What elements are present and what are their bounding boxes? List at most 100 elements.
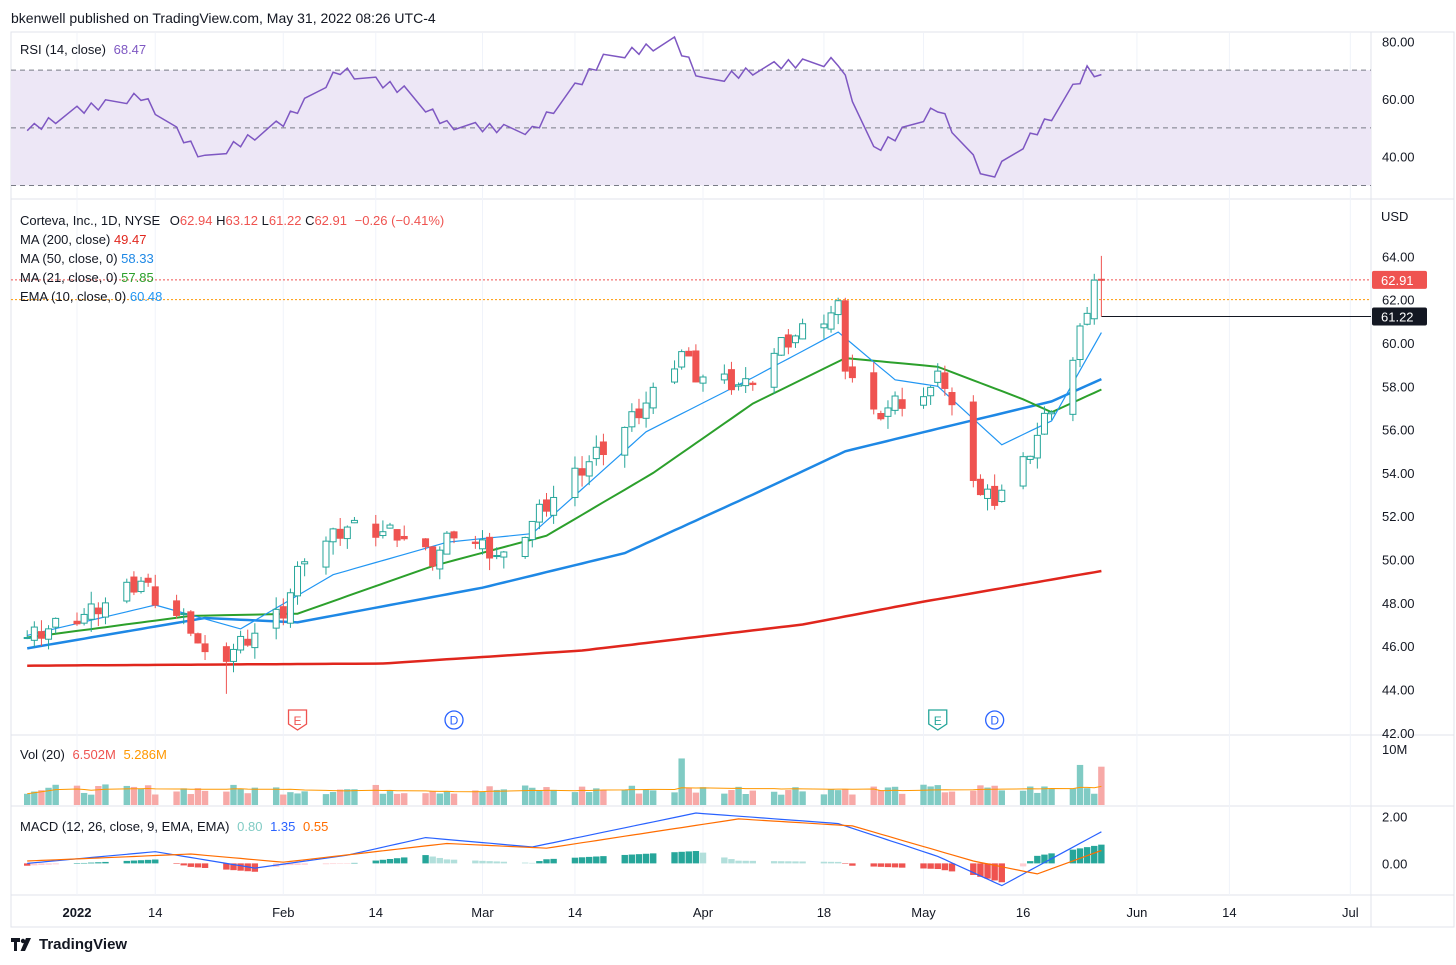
candle[interactable] xyxy=(1097,255,1105,317)
candle[interactable] xyxy=(279,598,287,626)
candle[interactable] xyxy=(187,610,195,637)
dividend-circle-icon[interactable]: D xyxy=(444,710,464,730)
candle[interactable] xyxy=(222,642,230,694)
candle[interactable] xyxy=(941,365,949,396)
candle[interactable] xyxy=(244,629,252,647)
candle[interactable] xyxy=(237,630,245,654)
candle[interactable] xyxy=(671,360,679,385)
rsi-legend[interactable]: RSI (14, close) 68.47 xyxy=(20,40,146,59)
candle[interactable] xyxy=(329,527,337,555)
candle[interactable] xyxy=(749,381,757,391)
candle[interactable] xyxy=(799,318,807,340)
candle[interactable] xyxy=(735,382,743,391)
candle[interactable] xyxy=(1090,273,1098,325)
volume-legend[interactable]: Vol (20) 6.502M 5.286M xyxy=(20,745,167,764)
candle[interactable] xyxy=(571,456,579,507)
candle[interactable] xyxy=(599,433,607,466)
price-legend[interactable]: Corteva, Inc., 1D, NYSE O62.94 H63.12 L6… xyxy=(20,211,444,306)
low-price-label[interactable]: 61.22 xyxy=(1372,307,1427,326)
candle[interactable] xyxy=(727,361,735,395)
candle[interactable] xyxy=(180,608,188,625)
candle[interactable] xyxy=(500,550,508,569)
candle[interactable] xyxy=(1019,452,1027,490)
candle[interactable] xyxy=(1026,455,1034,465)
earnings-flag-icon[interactable]: E xyxy=(928,709,948,731)
candle[interactable] xyxy=(891,391,899,415)
candle[interactable] xyxy=(898,387,906,417)
candle[interactable] xyxy=(920,387,928,409)
candle[interactable] xyxy=(1069,357,1077,422)
candle[interactable] xyxy=(379,520,387,539)
candle[interactable] xyxy=(578,456,586,487)
candle[interactable] xyxy=(478,530,486,555)
dividend-circle-icon[interactable]: D xyxy=(985,710,1005,730)
candle[interactable] xyxy=(521,536,529,559)
earnings-flag-icon[interactable]: E xyxy=(287,709,308,731)
time-axis[interactable]: 2022 14 Feb 14 Mar 14 Apr 18 May 16 Jun 14 Jul xyxy=(63,905,1359,920)
candle[interactable] xyxy=(194,632,202,644)
candle[interactable] xyxy=(422,538,430,551)
candle[interactable] xyxy=(30,621,38,647)
candle[interactable] xyxy=(94,602,102,627)
candle[interactable] xyxy=(1083,306,1091,326)
candle[interactable] xyxy=(443,531,451,555)
price-axis[interactable]: 80.00 60.00 40.00 64.00 62.00 60.00 58.00 56.00… xyxy=(1372,34,1427,871)
candle[interactable] xyxy=(1033,422,1041,469)
candle[interactable] xyxy=(493,547,501,560)
candle[interactable] xyxy=(400,525,408,541)
candle[interactable] xyxy=(322,536,330,575)
ma50-legend[interactable]: MA (50, close, 0) 58.33 xyxy=(20,249,444,268)
candle[interactable] xyxy=(52,617,60,634)
candle[interactable] xyxy=(834,297,842,325)
candle[interactable] xyxy=(550,485,558,524)
candle[interactable] xyxy=(791,334,799,348)
candle[interactable] xyxy=(934,363,942,387)
candle[interactable] xyxy=(286,588,294,628)
candle[interactable] xyxy=(73,612,81,626)
candle[interactable] xyxy=(984,484,992,511)
last-price-label[interactable]: 62.91 xyxy=(1372,270,1427,289)
ma21-legend[interactable]: MA (21, close, 0) 57.85 xyxy=(20,268,444,287)
candle[interactable] xyxy=(80,608,88,626)
candle[interactable] xyxy=(848,354,856,383)
candle[interactable] xyxy=(230,643,237,673)
candle[interactable] xyxy=(948,387,956,416)
candle[interactable] xyxy=(429,546,437,571)
candle[interactable] xyxy=(123,578,131,604)
candle[interactable] xyxy=(784,328,792,355)
candle[interactable] xyxy=(927,385,935,405)
candle[interactable] xyxy=(720,364,728,384)
candle[interactable] xyxy=(386,522,394,529)
candle[interactable] xyxy=(827,305,835,333)
candle[interactable] xyxy=(393,529,401,548)
candle[interactable] xyxy=(685,347,693,357)
candle[interactable] xyxy=(201,635,209,661)
candle[interactable] xyxy=(144,573,152,587)
candle[interactable] xyxy=(841,297,849,380)
macd-legend[interactable]: MACD (12, 26, close, 9, EMA, EMA) 0.80 1… xyxy=(20,817,328,836)
candle[interactable] xyxy=(528,520,536,548)
candle[interactable] xyxy=(137,576,145,594)
candle[interactable] xyxy=(820,314,828,339)
candle[interactable] xyxy=(770,348,778,394)
candle[interactable] xyxy=(976,474,984,496)
candle[interactable] xyxy=(1076,323,1084,368)
candle[interactable] xyxy=(777,337,785,356)
candle[interactable] xyxy=(535,499,543,530)
candle[interactable] xyxy=(678,349,686,370)
candle[interactable] xyxy=(37,620,45,646)
candle[interactable] xyxy=(998,484,1006,503)
candle[interactable] xyxy=(621,426,629,468)
candle[interactable] xyxy=(1048,410,1056,421)
candle[interactable] xyxy=(101,597,109,625)
candle[interactable] xyxy=(884,400,892,429)
candle[interactable] xyxy=(301,558,309,577)
candle[interactable] xyxy=(870,362,878,415)
candle[interactable] xyxy=(450,530,458,544)
candle[interactable] xyxy=(173,594,181,619)
candle[interactable] xyxy=(130,571,138,596)
candle[interactable] xyxy=(635,398,643,425)
candle[interactable] xyxy=(294,561,302,605)
candle[interactable] xyxy=(969,395,977,488)
